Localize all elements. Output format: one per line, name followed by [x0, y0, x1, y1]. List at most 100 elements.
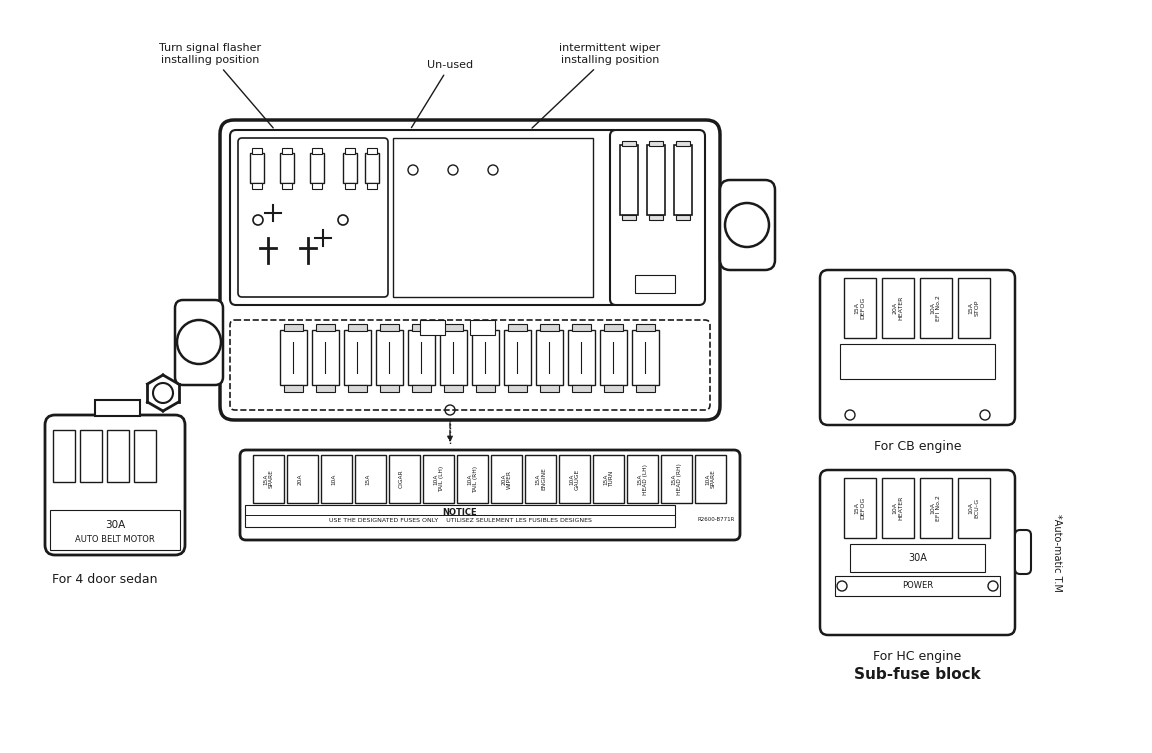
- Bar: [882, 278, 914, 338]
- Bar: [285, 385, 303, 392]
- Bar: [958, 478, 990, 538]
- FancyBboxPatch shape: [238, 138, 388, 297]
- Bar: [389, 455, 420, 503]
- Bar: [635, 275, 675, 293]
- Bar: [958, 278, 990, 338]
- Bar: [412, 385, 431, 392]
- Bar: [850, 544, 985, 572]
- Text: 10A
GAUGE: 10A GAUGE: [569, 468, 579, 489]
- Bar: [280, 153, 294, 183]
- Text: 10A
SPARE: 10A SPARE: [705, 470, 715, 489]
- Bar: [674, 145, 692, 215]
- Bar: [312, 183, 323, 189]
- Text: 10A
ECU-G: 10A ECU-G: [969, 498, 979, 518]
- Bar: [593, 455, 624, 503]
- Bar: [287, 455, 318, 503]
- Bar: [412, 324, 431, 331]
- Text: *Auto-matic T.M: *Auto-matic T.M: [1052, 514, 1062, 591]
- Bar: [844, 278, 876, 338]
- Bar: [344, 148, 355, 154]
- Bar: [505, 330, 531, 385]
- Text: AUTO BELT MOTOR: AUTO BELT MOTOR: [75, 535, 154, 544]
- Bar: [282, 148, 291, 154]
- Bar: [647, 145, 665, 215]
- Bar: [636, 324, 655, 331]
- FancyBboxPatch shape: [1015, 530, 1031, 574]
- Text: 10A
HEATER: 10A HEATER: [893, 495, 903, 520]
- Bar: [844, 478, 876, 538]
- Bar: [604, 385, 623, 392]
- Bar: [620, 145, 638, 215]
- Bar: [408, 330, 435, 385]
- Text: 15A: 15A: [365, 474, 376, 485]
- Bar: [393, 138, 593, 297]
- Bar: [573, 324, 591, 331]
- Bar: [348, 385, 367, 392]
- Bar: [540, 385, 559, 392]
- Text: Turn signal flasher
installing position: Turn signal flasher installing position: [159, 44, 273, 128]
- Text: 15A
ENGINE: 15A ENGINE: [535, 468, 546, 490]
- Bar: [676, 215, 690, 220]
- Text: 15A
SPARE: 15A SPARE: [263, 470, 274, 489]
- Bar: [344, 183, 355, 189]
- Bar: [444, 385, 463, 392]
- Bar: [253, 455, 285, 503]
- Bar: [622, 141, 636, 146]
- Bar: [316, 324, 335, 331]
- Text: 20A: 20A: [297, 473, 308, 485]
- Text: 10A: 10A: [331, 474, 342, 485]
- Text: POWER: POWER: [902, 581, 933, 590]
- Text: 15A
HEAD (RH): 15A HEAD (RH): [672, 463, 682, 495]
- Bar: [835, 576, 1000, 596]
- Bar: [457, 455, 488, 503]
- Bar: [649, 215, 664, 220]
- Bar: [380, 324, 399, 331]
- Bar: [440, 330, 467, 385]
- Bar: [312, 330, 339, 385]
- Bar: [636, 385, 655, 392]
- Bar: [573, 385, 591, 392]
- FancyBboxPatch shape: [175, 300, 223, 385]
- Bar: [79, 430, 103, 482]
- Bar: [380, 385, 399, 392]
- Bar: [840, 344, 995, 379]
- FancyBboxPatch shape: [240, 450, 740, 540]
- Bar: [676, 141, 690, 146]
- Bar: [476, 385, 495, 392]
- Text: Sub-fuse block: Sub-fuse block: [854, 667, 980, 682]
- FancyBboxPatch shape: [45, 415, 185, 555]
- Bar: [310, 153, 324, 183]
- Text: NOTICE: NOTICE: [442, 508, 477, 517]
- Bar: [252, 148, 262, 154]
- Bar: [470, 320, 495, 335]
- Bar: [376, 330, 403, 385]
- Bar: [344, 330, 371, 385]
- Bar: [245, 505, 675, 527]
- Bar: [559, 455, 590, 503]
- Bar: [280, 330, 306, 385]
- Text: 10A
EFI No.2: 10A EFI No.2: [931, 495, 941, 521]
- Bar: [312, 148, 323, 154]
- Bar: [508, 324, 526, 331]
- Bar: [316, 385, 335, 392]
- Bar: [134, 430, 156, 482]
- Bar: [355, 455, 386, 503]
- Bar: [367, 183, 377, 189]
- Bar: [282, 183, 291, 189]
- Bar: [695, 455, 726, 503]
- Text: 30A: 30A: [908, 553, 927, 563]
- Bar: [50, 510, 180, 550]
- Bar: [540, 324, 559, 331]
- Bar: [367, 148, 377, 154]
- Text: 15A
HEAD (LH): 15A HEAD (LH): [637, 464, 647, 495]
- Text: 20A
WIPER: 20A WIPER: [501, 470, 511, 489]
- Bar: [508, 385, 526, 392]
- Bar: [348, 324, 367, 331]
- Bar: [882, 478, 914, 538]
- Text: R2600-B771R: R2600-B771R: [698, 517, 735, 522]
- Text: intermittent wiper
installing position: intermittent wiper installing position: [532, 44, 660, 128]
- Text: 15A
DEFOG: 15A DEFOG: [855, 497, 865, 519]
- Bar: [420, 320, 445, 335]
- Text: For HC engine: For HC engine: [873, 650, 962, 663]
- Text: For 4 door sedan: For 4 door sedan: [52, 573, 158, 586]
